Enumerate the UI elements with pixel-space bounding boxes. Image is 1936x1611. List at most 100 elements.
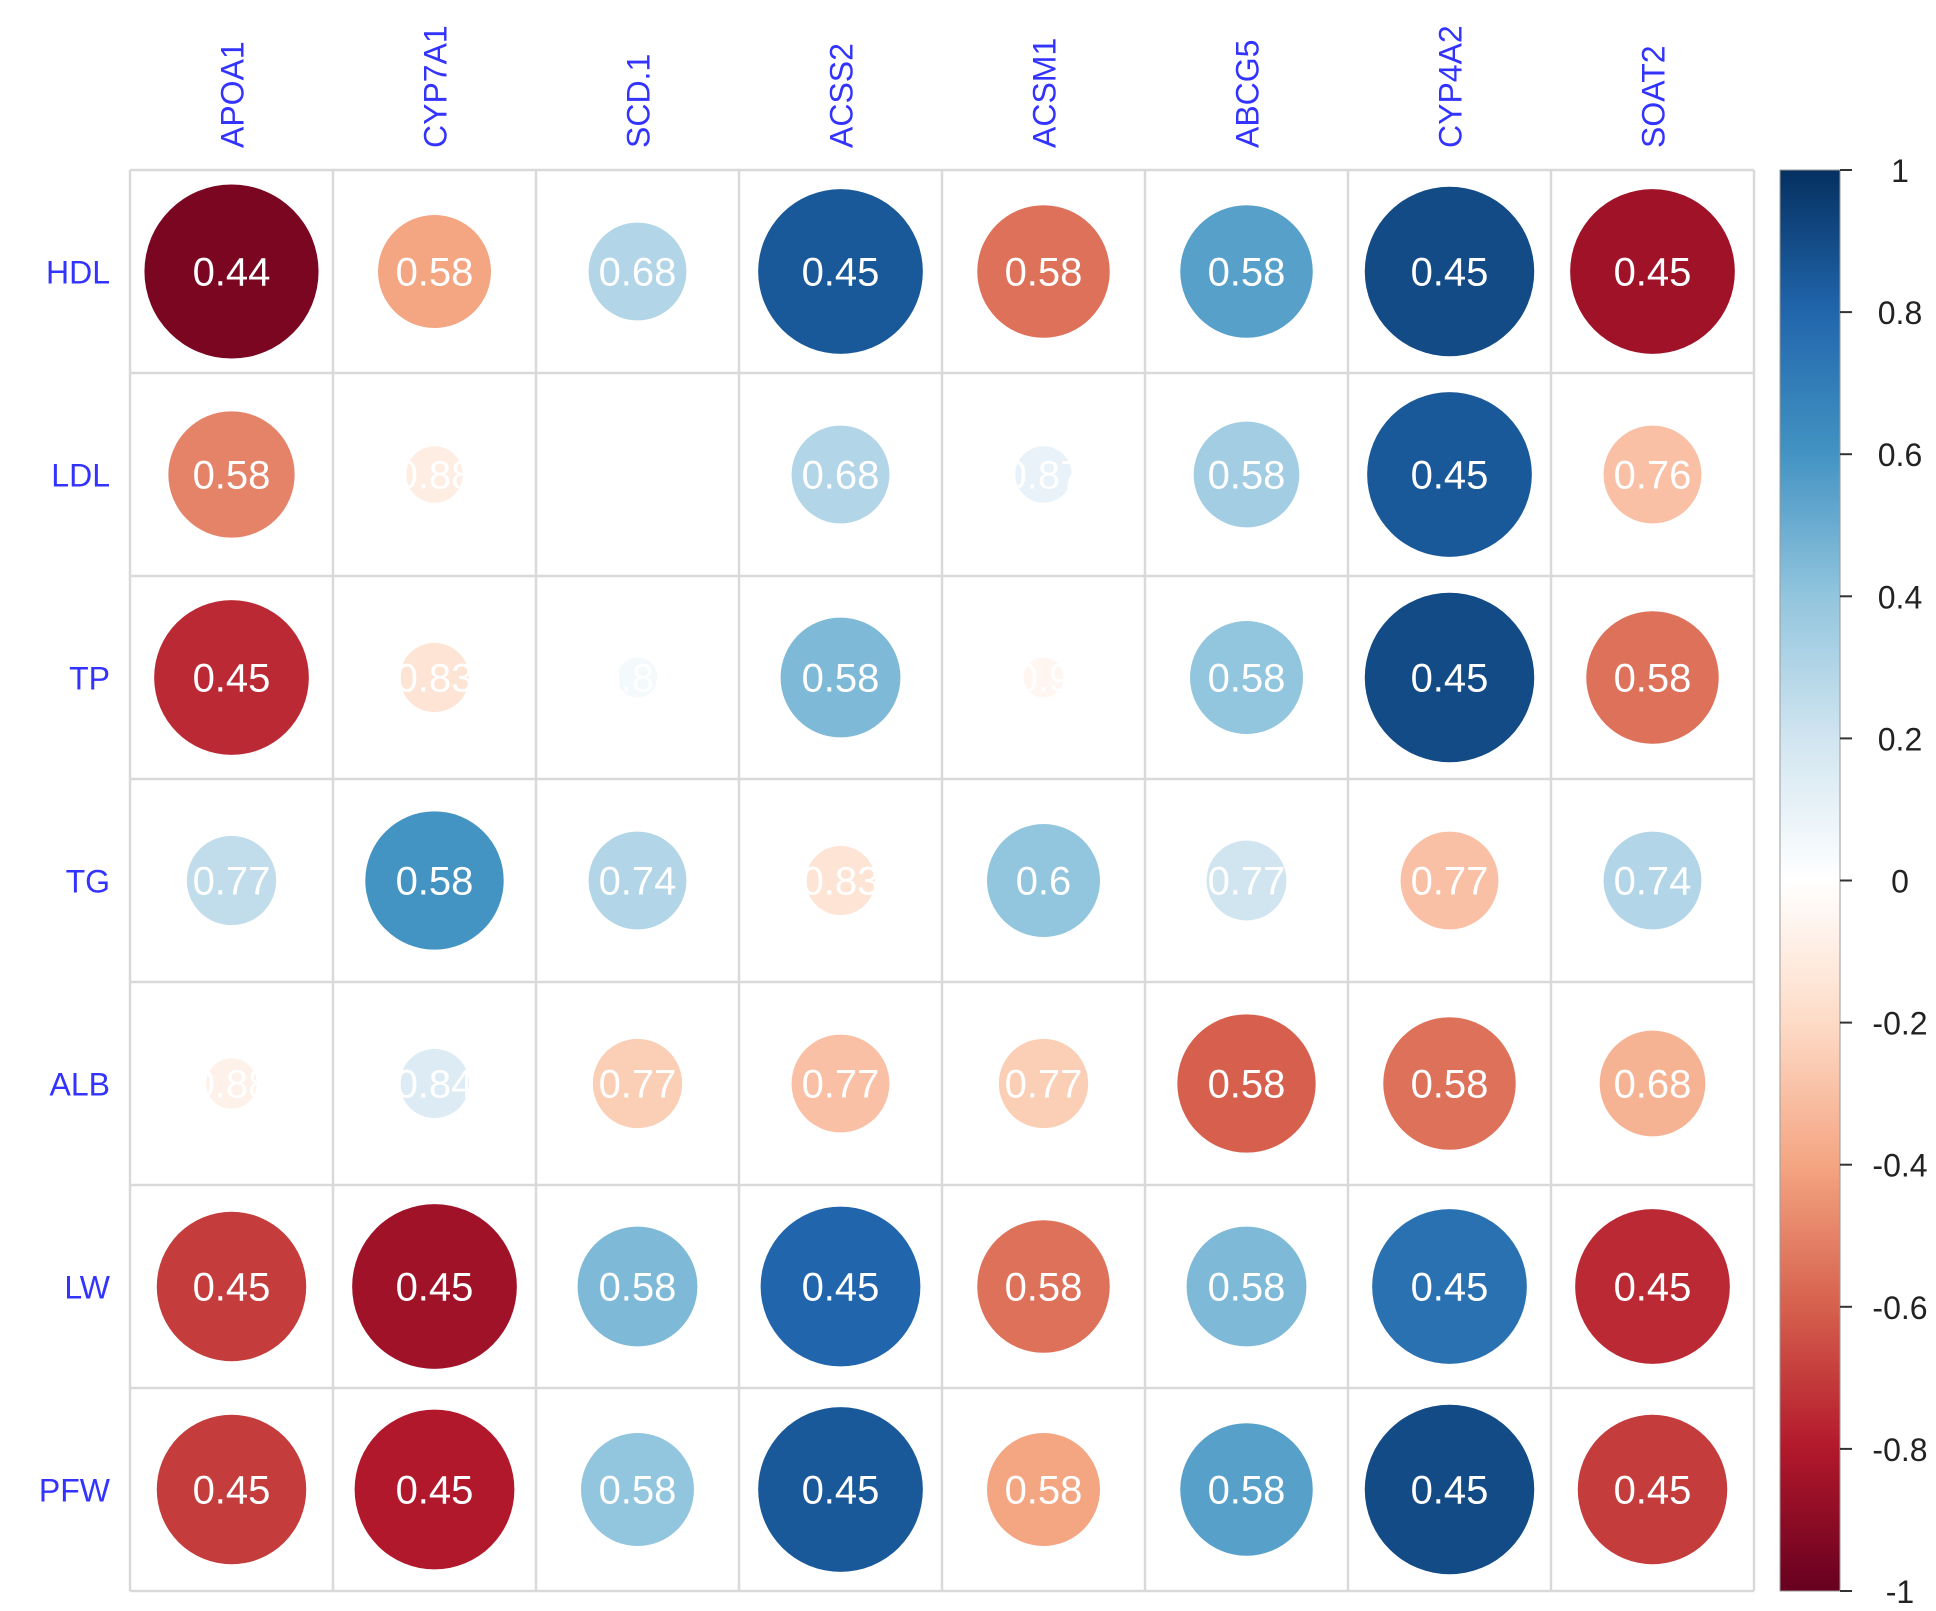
correlation-circle (1206, 840, 1287, 921)
correlation-circle (577, 1226, 698, 1347)
colorbar-tick-label: -1 (1886, 1574, 1914, 1606)
cell-value-label: 0.45 (396, 1266, 474, 1310)
cell-value-label: 0.45 (396, 1469, 474, 1513)
correlation-cells: 0.44 0.58 0.68 0.45 0.58 0.58 0.45 0.45 0.58 0.88… (144, 184, 1735, 1575)
row-label: LW (64, 1270, 110, 1306)
colorbar-tick-label: 0 (1891, 864, 1909, 900)
cell-value-label: 0.58 (1411, 1063, 1489, 1107)
cell-value-label: 0.45 (802, 1266, 880, 1310)
row-label: HDL (46, 255, 110, 291)
cell-value-label: 0.45 (1411, 454, 1489, 498)
cell-value-label: 0.68 (802, 454, 880, 498)
correlation-circle (399, 1048, 470, 1119)
colorbar-tick-label: -0.2 (1872, 1006, 1927, 1042)
cell-value-label: 0.58 (1614, 657, 1692, 701)
correlation-circle (1367, 392, 1532, 557)
colorbar-tick-label: 0.2 (1878, 721, 1922, 757)
correlation-circle (977, 1220, 1110, 1353)
cell-value-label: 0.88 (396, 454, 474, 498)
correlation-circle (1186, 1226, 1307, 1347)
correlation-circle (1180, 1423, 1313, 1556)
colorbar-tick-label: -0.4 (1872, 1148, 1927, 1184)
cell-value-label: 0.77 (1208, 860, 1286, 904)
cell-value-label: 0.68 (1614, 1063, 1692, 1107)
column-label: ACSS2 (824, 43, 860, 148)
row-label: PFW (39, 1473, 111, 1509)
correlation-circle (1575, 1209, 1730, 1364)
correlation-circle (791, 1034, 890, 1133)
correlation-circle (206, 1058, 257, 1109)
cell-value-label: 0.58 (1208, 657, 1286, 701)
correlation-circle (617, 657, 658, 698)
cell-value-label: 0.45 (1411, 657, 1489, 701)
correlation-circle (186, 835, 277, 926)
column-label: CYP4A2 (1433, 25, 1469, 148)
correlation-circle (760, 1206, 921, 1367)
colorbar: 1 0.8 0.6 0.4 0.2 0 -0.2 -0.4 -0.6 -0.8 -1 (1779, 153, 1928, 1610)
cell-value-label: 0.45 (1411, 251, 1489, 295)
cell-value-label: 0.58 (802, 657, 880, 701)
correlation-circle (1364, 1404, 1535, 1575)
cell-value-label: 0.87 (1005, 454, 1083, 498)
correlation-circle (156, 1211, 307, 1362)
cell-value-label: 0.77 (1411, 860, 1489, 904)
colorbar-gradient (1779, 169, 1841, 1592)
correlation-circle (592, 1038, 683, 1129)
correlation-circle (354, 1409, 515, 1570)
correlation-circle (1586, 611, 1719, 744)
cell-value-label: 0.77 (193, 860, 271, 904)
colorbar-tick-label: -0.8 (1872, 1432, 1927, 1468)
column-label: CYP7A1 (418, 25, 454, 148)
cell-value-label: 0.6 (1016, 860, 1072, 904)
colorbar-tick-label: 0.6 (1878, 437, 1922, 473)
cell-value-label: 0.58 (1005, 251, 1083, 295)
cell-value-label: 0.68 (599, 251, 677, 295)
cell-value-label: 0.58 (1005, 1266, 1083, 1310)
cell-value-label: 0.45 (1411, 1266, 1489, 1310)
cell-value-label: 0.58 (599, 1469, 677, 1513)
cell-value-label: 0.45 (193, 1266, 271, 1310)
cell-value-label: 0.45 (802, 1469, 880, 1513)
cell-value-label: 0.58 (1208, 251, 1286, 295)
correlation-circle (1383, 1017, 1516, 1150)
correlation-circle (156, 1414, 307, 1565)
cell-value-label: 0.45 (193, 1469, 271, 1513)
cell-value-label: 0.58 (1208, 1469, 1286, 1513)
correlation-circle (1364, 186, 1535, 357)
correlation-circle (758, 1407, 923, 1572)
correlation-circle (144, 184, 319, 359)
cell-value-label: 0.74 (599, 860, 677, 904)
correlation-circle (780, 617, 901, 738)
cell-value-label: 0.58 (1005, 1469, 1083, 1513)
correlation-circle (588, 222, 687, 321)
correlation-circle (378, 215, 491, 328)
correlation-circle (977, 205, 1110, 338)
correlation-circle (168, 411, 295, 538)
cell-value-label: 0.84 (396, 1063, 474, 1107)
correlation-circle (1015, 446, 1072, 503)
cell-value-label: 0.45 (1614, 1469, 1692, 1513)
row-labels: HDL LDL TP TG ALB LW PFW (39, 255, 111, 1509)
cell-value-label: 0.83 (802, 860, 880, 904)
column-label: ABCG5 (1230, 40, 1266, 148)
correlation-circle (1180, 205, 1313, 338)
correlation-circle (1603, 831, 1702, 930)
colorbar-tick-label: 0.8 (1878, 295, 1922, 331)
cell-value-label: 0.45 (1411, 1469, 1489, 1513)
column-label: SOAT2 (1636, 45, 1672, 148)
correlation-circle (805, 845, 876, 916)
cell-value-label: 0.58 (396, 251, 474, 295)
cell-value-label: 0.58 (193, 454, 271, 498)
colorbar-tick-label: 1 (1891, 153, 1909, 189)
correlation-circle (154, 600, 309, 755)
correlation-circle (1570, 189, 1735, 354)
correlation-circle (1364, 592, 1535, 763)
cell-value-label: 0.45 (1614, 1266, 1692, 1310)
cell-value-label: 0.88 (599, 657, 677, 701)
cell-value-label: 0.74 (1614, 860, 1692, 904)
correlation-circle (1603, 425, 1702, 524)
cell-value-label: 0.77 (599, 1063, 677, 1107)
grid (128, 168, 1756, 1593)
correlation-circle (352, 1204, 517, 1369)
cell-value-label: 0.58 (1208, 1266, 1286, 1310)
